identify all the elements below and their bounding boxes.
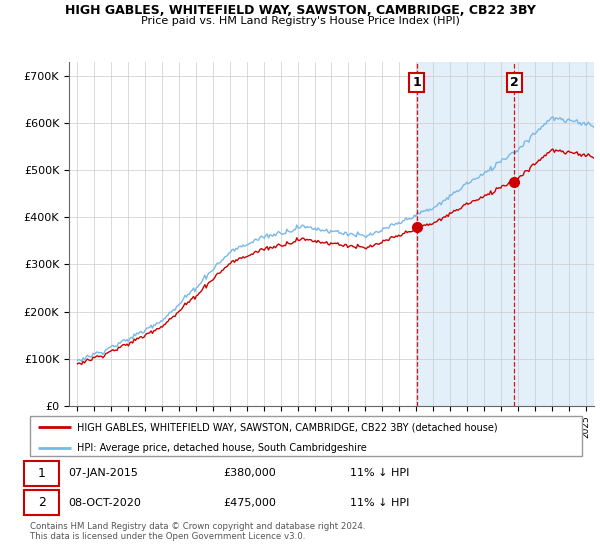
Text: 11% ↓ HPI: 11% ↓ HPI xyxy=(350,498,410,508)
Text: 2: 2 xyxy=(38,496,46,509)
Text: 11% ↓ HPI: 11% ↓ HPI xyxy=(350,468,410,478)
Bar xyxy=(417,62,594,406)
Text: Price paid vs. HM Land Registry's House Price Index (HPI): Price paid vs. HM Land Registry's House … xyxy=(140,16,460,26)
Text: 07-JAN-2015: 07-JAN-2015 xyxy=(68,468,139,478)
Text: 1: 1 xyxy=(38,467,46,480)
Text: HIGH GABLES, WHITEFIELD WAY, SAWSTON, CAMBRIDGE, CB22 3BY (detached house): HIGH GABLES, WHITEFIELD WAY, SAWSTON, CA… xyxy=(77,422,497,432)
Text: £475,000: £475,000 xyxy=(223,498,276,508)
Text: HIGH GABLES, WHITEFIELD WAY, SAWSTON, CAMBRIDGE, CB22 3BY: HIGH GABLES, WHITEFIELD WAY, SAWSTON, CA… xyxy=(65,4,535,17)
Text: Contains HM Land Registry data © Crown copyright and database right 2024.
This d: Contains HM Land Registry data © Crown c… xyxy=(30,522,365,542)
Text: 1: 1 xyxy=(412,76,421,88)
Text: 2: 2 xyxy=(509,76,518,88)
FancyBboxPatch shape xyxy=(25,491,59,515)
Text: HPI: Average price, detached house, South Cambridgeshire: HPI: Average price, detached house, Sout… xyxy=(77,442,367,452)
Text: 08-OCT-2020: 08-OCT-2020 xyxy=(68,498,142,508)
Text: £380,000: £380,000 xyxy=(223,468,276,478)
FancyBboxPatch shape xyxy=(25,461,59,486)
